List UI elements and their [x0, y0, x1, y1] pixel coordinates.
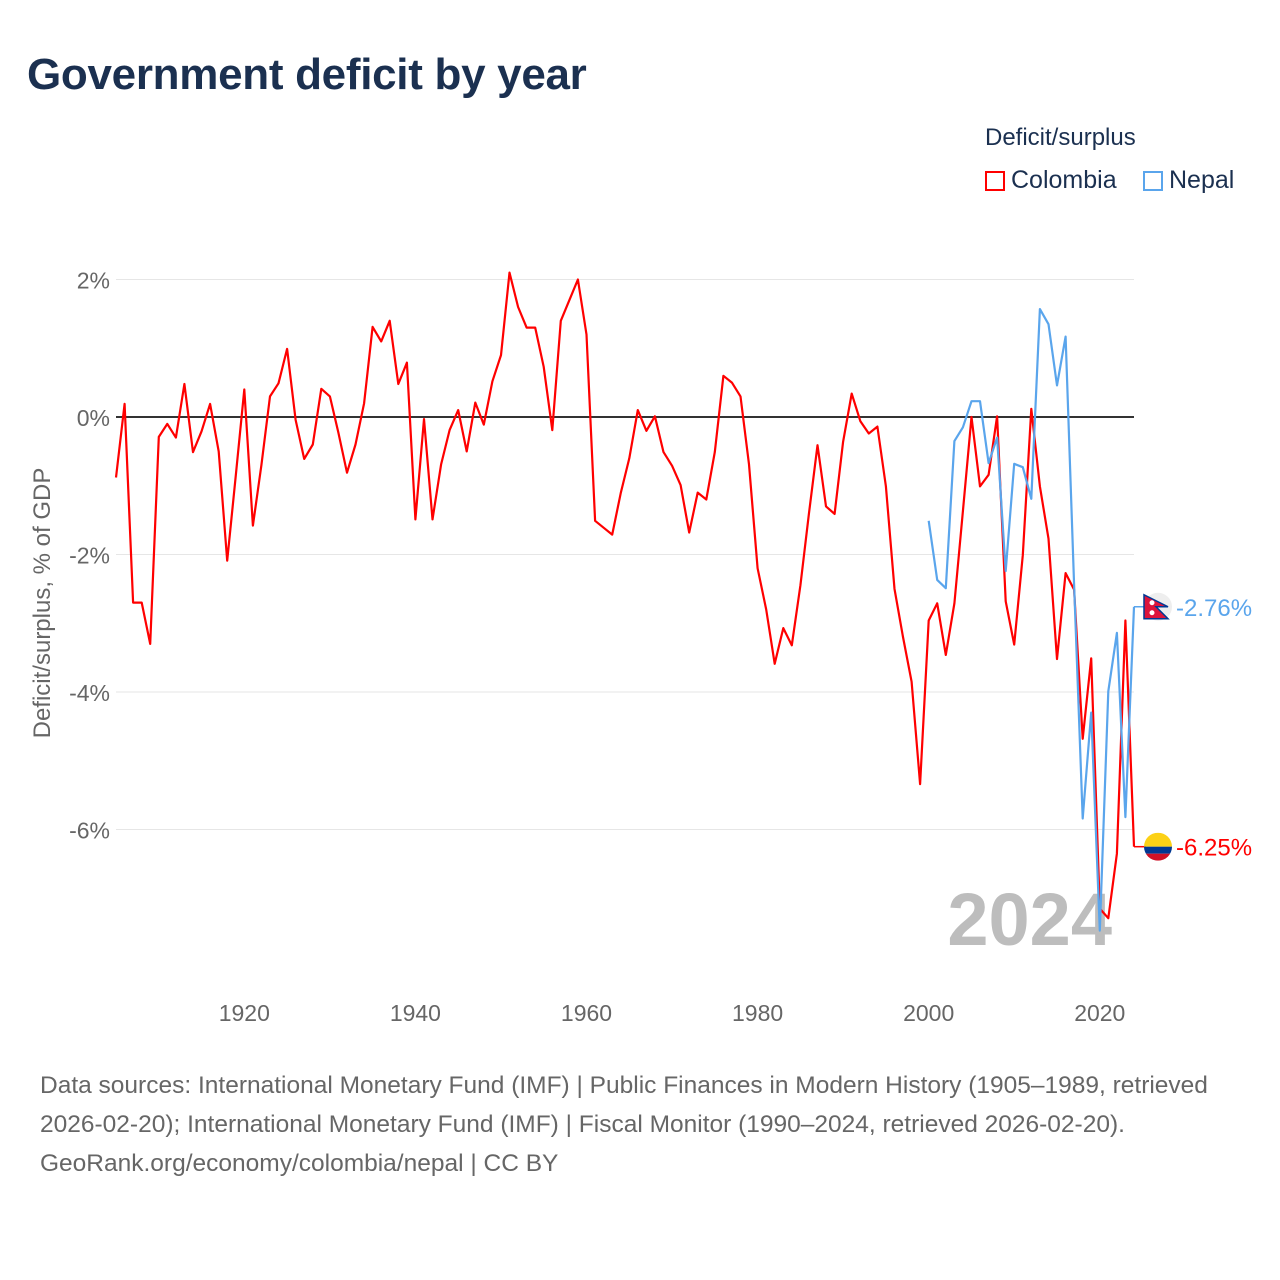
legend-item-nepal[interactable]: Nepal — [1143, 166, 1234, 195]
y-axis-title: Deficit/surplus, % of GDP — [29, 468, 56, 739]
flag-stripe-blue — [1144, 846, 1172, 854]
y-tick-label: -2% — [69, 543, 110, 569]
flag-sun — [1149, 610, 1155, 616]
flag-moon — [1149, 600, 1155, 606]
flag-stripe-yellow — [1144, 832, 1172, 847]
legend-title: Deficit/surplus — [985, 124, 1136, 151]
year-watermark: 2024 — [947, 878, 1112, 961]
legend-swatch-nepal — [1143, 170, 1163, 191]
x-tick-label: 1940 — [390, 1000, 441, 1026]
y-tick-label: 0% — [77, 405, 110, 431]
chart-title: Government deficit by year — [27, 50, 587, 99]
x-tick-label: 2000 — [903, 1000, 954, 1026]
y-tick-label: 2% — [77, 268, 110, 294]
footer: Data sources: International Monetary Fun… — [40, 1066, 1240, 1183]
end-value-label-nepal: -2.76% — [1176, 595, 1252, 622]
nepal-flag-icon — [1143, 592, 1172, 621]
y-tick-label: -6% — [69, 818, 110, 844]
credit-link[interactable]: GeoRank.org/economy/colombia/nepal | CC … — [40, 1150, 559, 1177]
x-tick-label: 1920 — [219, 1000, 270, 1026]
y-tick-label: -4% — [69, 680, 110, 706]
legend-item-colombia[interactable]: Colombia — [985, 166, 1117, 195]
flag-stripe-red — [1144, 853, 1172, 861]
colombia-flag-icon — [1144, 832, 1172, 861]
legend-swatch-colombia — [985, 170, 1005, 191]
legend-label-nepal: Nepal — [1169, 166, 1235, 194]
series-line-colombia — [114, 271, 1136, 920]
end-value-label-colombia: -6.25% — [1176, 835, 1252, 862]
x-tick-label: 1960 — [561, 1000, 612, 1026]
data-sources: Data sources: International Monetary Fun… — [40, 1072, 1208, 1138]
legend-label-colombia: Colombia — [1011, 166, 1117, 194]
series-line-nepal — [927, 308, 1136, 932]
line-chart: 2% 0% -2% -4% -6% 1920 1940 1960 1980 2000 2020 20… — [29, 268, 1252, 1027]
x-tick-label: 1980 — [732, 1000, 783, 1026]
x-tick-label: 2020 — [1074, 1000, 1125, 1026]
